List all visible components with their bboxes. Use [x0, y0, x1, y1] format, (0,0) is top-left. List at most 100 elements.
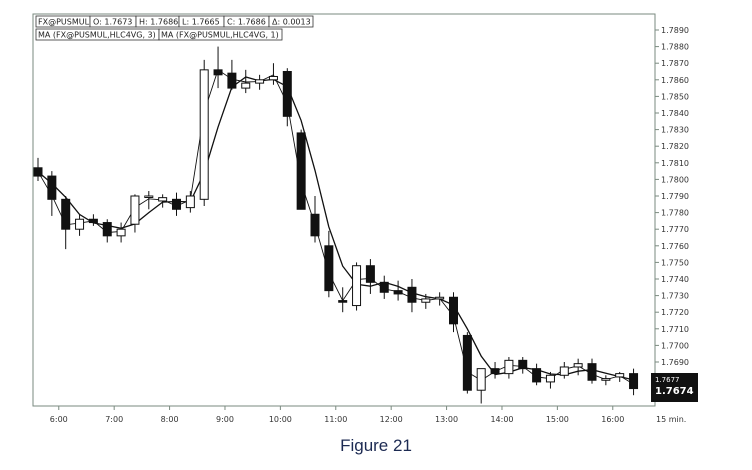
last-price-main: 1.7674: [655, 386, 694, 397]
candle-body-up: [601, 378, 611, 381]
candle: [116, 222, 126, 243]
candle-body-down: [310, 213, 320, 237]
time-interval-label: 15 min.: [656, 415, 686, 424]
candle: [518, 357, 528, 374]
candle: [629, 368, 639, 396]
time-tick-label: 6:00: [50, 415, 68, 424]
candle-body-down: [324, 245, 334, 292]
candlestick-chart: 1.7890 1.7880 1.7870 1.7860 1.7850 1.7840 1.78…: [32, 13, 698, 424]
candle-body-down: [379, 281, 389, 293]
candle: [587, 358, 597, 384]
price-tick-label: 1.7860: [661, 76, 689, 85]
price-tick-label: 1.7690: [661, 358, 689, 367]
candle: [338, 287, 348, 313]
price-tick-label: 1.7820: [661, 142, 689, 151]
time-tick-label: 7:00: [105, 415, 123, 424]
candle: [490, 362, 500, 379]
info-open: O: 1.7673: [93, 18, 132, 27]
candle-body-up: [185, 195, 195, 209]
candle: [268, 63, 278, 85]
candle-body-up: [573, 363, 583, 368]
price-tick-label: 1.7890: [661, 26, 689, 35]
price-axis-ticks: 1.7890 1.7880 1.7870 1.7860 1.7850 1.7840 1.78…: [655, 26, 689, 367]
candle: [324, 230, 334, 298]
price-tick-label: 1.7870: [661, 59, 689, 68]
candle: [255, 74, 265, 90]
candle: [130, 194, 140, 233]
candle-body-down: [518, 359, 528, 370]
info-delta: Δ: 0.0013: [272, 18, 311, 27]
candle: [393, 280, 403, 301]
candle: [504, 357, 514, 379]
candle: [172, 192, 181, 216]
info-low: L: 1.7665: [182, 18, 220, 27]
candle-body-down: [338, 300, 348, 303]
candle: [47, 171, 57, 216]
candle: [545, 371, 555, 389]
candle-body-up: [504, 359, 514, 375]
candle-body-down: [88, 218, 98, 224]
candle: [213, 46, 223, 89]
price-tick-label: 1.7700: [661, 341, 689, 350]
time-tick-label: 10:00: [269, 415, 292, 424]
candle-body-down: [33, 167, 43, 177]
candle-body-down: [407, 286, 417, 303]
candle: [61, 196, 71, 250]
candle-body-down: [172, 198, 181, 210]
candle-body-up: [241, 82, 251, 89]
candle-body-down: [449, 296, 458, 325]
candle-body-down: [365, 265, 375, 283]
candle: [476, 368, 486, 404]
candle-body-up: [352, 265, 362, 307]
candle-body-up: [75, 218, 85, 230]
candle: [379, 275, 389, 299]
candle: [102, 219, 112, 243]
candle-body-up: [545, 374, 555, 383]
ohlc-info-bar: FX@PUSMUL O: 1.7673 H: 1.7686 L: 1.7665 …: [35, 15, 314, 41]
candles: [33, 46, 639, 404]
candle: [158, 194, 168, 208]
price-tick-label: 1.7880: [661, 43, 689, 52]
price-tick-label: 1.7760: [661, 242, 689, 251]
candle: [421, 293, 431, 309]
last-price-top: 1.7677: [655, 376, 680, 384]
candle-body-down: [296, 132, 306, 210]
time-tick-label: 9:00: [216, 415, 234, 424]
candle-body-up: [144, 195, 154, 198]
candle: [601, 375, 611, 386]
time-tick-label: 11:00: [324, 415, 347, 424]
candle: [559, 362, 569, 379]
price-tick-label: 1.7800: [661, 175, 689, 184]
candle: [199, 59, 209, 206]
candle-body-up: [130, 195, 140, 225]
price-tick-label: 1.7740: [661, 275, 689, 284]
candle-body-up: [435, 296, 445, 300]
price-tick-label: 1.7710: [661, 325, 689, 334]
candle-body-down: [47, 175, 57, 200]
ma-legend-2: MA (FX@PUSMUL,HLC4VG, 1): [161, 31, 279, 40]
candle-body-up: [559, 366, 569, 376]
candle-body-down: [490, 368, 500, 375]
price-tick-label: 1.7850: [661, 92, 689, 101]
candle: [435, 292, 445, 306]
time-tick-label: 14:00: [490, 415, 513, 424]
time-tick-label: 12:00: [380, 415, 403, 424]
candle: [88, 214, 98, 226]
price-tick-label: 1.7770: [661, 225, 689, 234]
candle-body-down: [102, 222, 112, 237]
figure-caption: Figure 21: [340, 436, 412, 455]
info-high: H: 1.7686: [139, 18, 178, 27]
candle: [407, 279, 417, 313]
candle: [296, 129, 306, 210]
last-price-box: 1.7677 1.7674: [651, 373, 698, 402]
candle: [227, 59, 237, 90]
candle-body-down: [282, 71, 292, 117]
time-tick-label: 16:00: [601, 415, 624, 424]
info-close: C: 1.7686: [227, 18, 266, 27]
ma-legend-box-2: [158, 28, 283, 41]
time-tick-label: 8:00: [161, 415, 179, 424]
last-price-bg: [651, 373, 698, 402]
candle: [365, 259, 375, 294]
candle: [185, 191, 195, 213]
candle-body-up: [158, 197, 168, 202]
